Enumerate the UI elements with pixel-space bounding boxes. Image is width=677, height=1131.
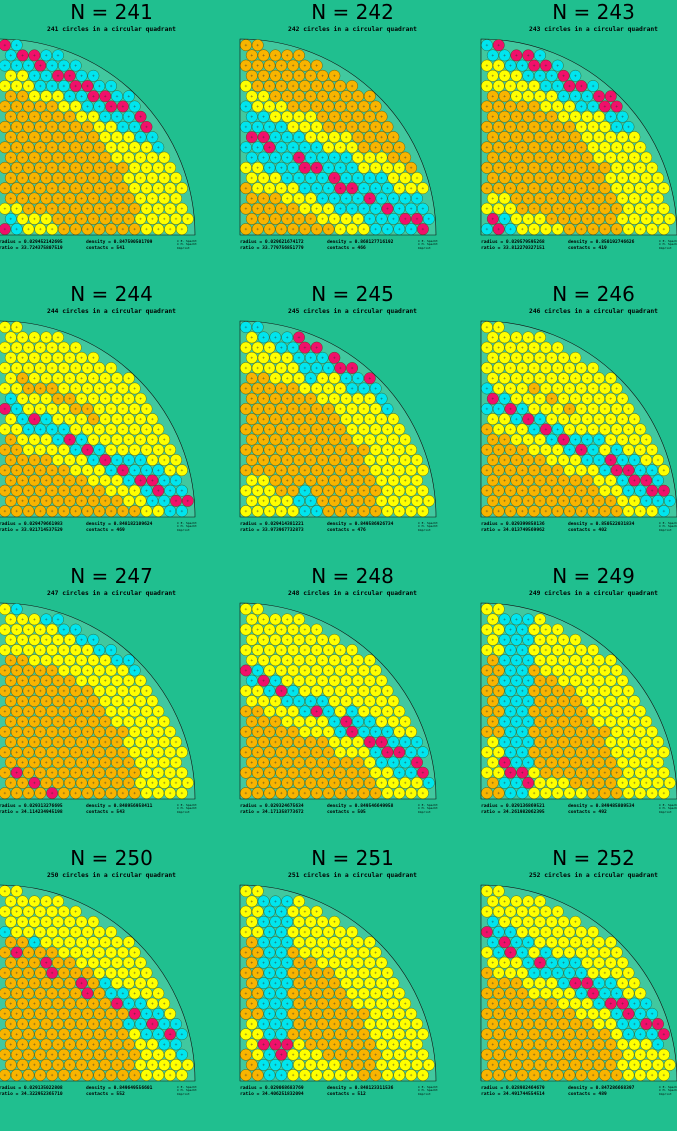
radius-ratio-readout: radius = 0.029136869521 ratio = 34.26198…: [481, 804, 545, 816]
radius-ratio-readout: radius = 0.029399858136 ratio = 34.01374…: [481, 522, 545, 534]
credit-note: © E. Specht © H. Specht Imprint: [659, 804, 677, 814]
panel-subtitle: 248 circles in a circular quadrant: [240, 590, 465, 597]
density-contacts-readout: density = 0.850522031834 contacts = 402: [568, 522, 634, 534]
density-contacts-readout: density = 0.849649556601 contacts = 552: [86, 1086, 152, 1098]
density-contacts-readout: density = 0.848182109624 contacts = 469: [86, 522, 152, 534]
radius-ratio-readout: radius = 0.029479661983 ratio = 33.92171…: [0, 522, 63, 534]
panel-n-title: N = 243: [481, 0, 677, 24]
radius-ratio-readout: radius = 0.029135022808 ratio = 34.32295…: [0, 1086, 63, 1098]
radius-ratio-readout: radius = 0.029313276695 ratio = 34.11423…: [0, 804, 63, 816]
density-contacts-readout: density = 0.849546649958 contacts = 505: [327, 804, 393, 816]
radius-ratio-readout: radius = 0.029621674172 ratio = 33.77975…: [240, 240, 304, 252]
credit-note: © E. Specht © H. Specht Imprint: [177, 240, 197, 250]
density-contacts-readout: density = 0.849586926734 contacts = 476: [327, 522, 393, 534]
panel-n-title: N = 247: [0, 564, 224, 588]
panel-n-title: N = 245: [240, 282, 465, 306]
density-contacts-readout: density = 0.868127716192 contacts = 466: [327, 240, 393, 252]
credit-note: © E. Specht © H. Specht Imprint: [418, 240, 438, 250]
density-contacts-readout: density = 0.850192746626 contacts = 419: [568, 240, 634, 252]
circular-quadrant-diagram: [481, 37, 677, 237]
density-contacts-readout: density = 0.847590501709 contacts = 541: [86, 240, 152, 252]
circular-quadrant-diagram: [0, 883, 199, 1083]
panel-n-title: N = 242: [240, 0, 465, 24]
radius-ratio-readout: radius = 0.029452142695 ratio = 33.72437…: [0, 240, 63, 252]
circular-quadrant-diagram: [240, 601, 440, 801]
credit-note: © E. Specht © H. Specht Imprint: [418, 522, 438, 532]
circular-quadrant-diagram: [0, 601, 199, 801]
radius-ratio-readout: radius = 0.029414381221 ratio = 33.97396…: [240, 522, 304, 534]
circular-quadrant-diagram: [240, 883, 440, 1083]
panel-n-title: N = 251: [240, 846, 465, 870]
credit-note: © E. Specht © H. Specht Imprint: [177, 1086, 197, 1096]
panel-subtitle: 251 circles in a circular quadrant: [240, 872, 465, 879]
circular-quadrant-diagram: [240, 37, 440, 237]
panel-subtitle: 247 circles in a circular quadrant: [0, 590, 224, 597]
panel-n-title: N = 248: [240, 564, 465, 588]
credit-note: © E. Specht © H. Specht Imprint: [177, 522, 197, 532]
credit-note: © E. Specht © H. Specht Imprint: [418, 804, 438, 814]
credit-note: © E. Specht © H. Specht Imprint: [659, 240, 677, 250]
panel-n-title: N = 244: [0, 282, 224, 306]
panel-n-title: N = 249: [481, 564, 677, 588]
circular-quadrant-diagram: [0, 37, 199, 237]
panel-subtitle: 245 circles in a circular quadrant: [240, 308, 465, 315]
panel-subtitle: 244 circles in a circular quadrant: [0, 308, 224, 315]
credit-note: © E. Specht © H. Specht Imprint: [177, 804, 197, 814]
panel-subtitle: 250 circles in a circular quadrant: [0, 872, 224, 879]
density-contacts-readout: density = 0.849485809534 contacts = 492: [568, 804, 634, 816]
panel-subtitle: 249 circles in a circular quadrant: [481, 590, 677, 597]
circular-quadrant-diagram: [481, 601, 677, 801]
circular-quadrant-diagram: [0, 319, 199, 519]
panel-n-title: N = 250: [0, 846, 224, 870]
density-contacts-readout: density = 0.848956958411 contacts = 543: [86, 804, 152, 816]
credit-note: © E. Specht © H. Specht Imprint: [659, 522, 677, 532]
panel-subtitle: 241 circles in a circular quadrant: [0, 26, 224, 33]
radius-ratio-readout: radius = 0.029324675634 ratio = 34.17135…: [240, 804, 304, 816]
panel-subtitle: 242 circles in a circular quadrant: [240, 26, 465, 33]
panel-subtitle: 246 circles in a circular quadrant: [481, 308, 677, 315]
circular-quadrant-diagram: [240, 319, 440, 519]
radius-ratio-readout: radius = 0.029579595268 ratio = 33.81227…: [481, 240, 545, 252]
circular-quadrant-diagram: [481, 319, 677, 519]
panel-n-title: N = 246: [481, 282, 677, 306]
panel-n-title: N = 241: [0, 0, 224, 24]
panel-subtitle: 243 circles in a circular quadrant: [481, 26, 677, 33]
